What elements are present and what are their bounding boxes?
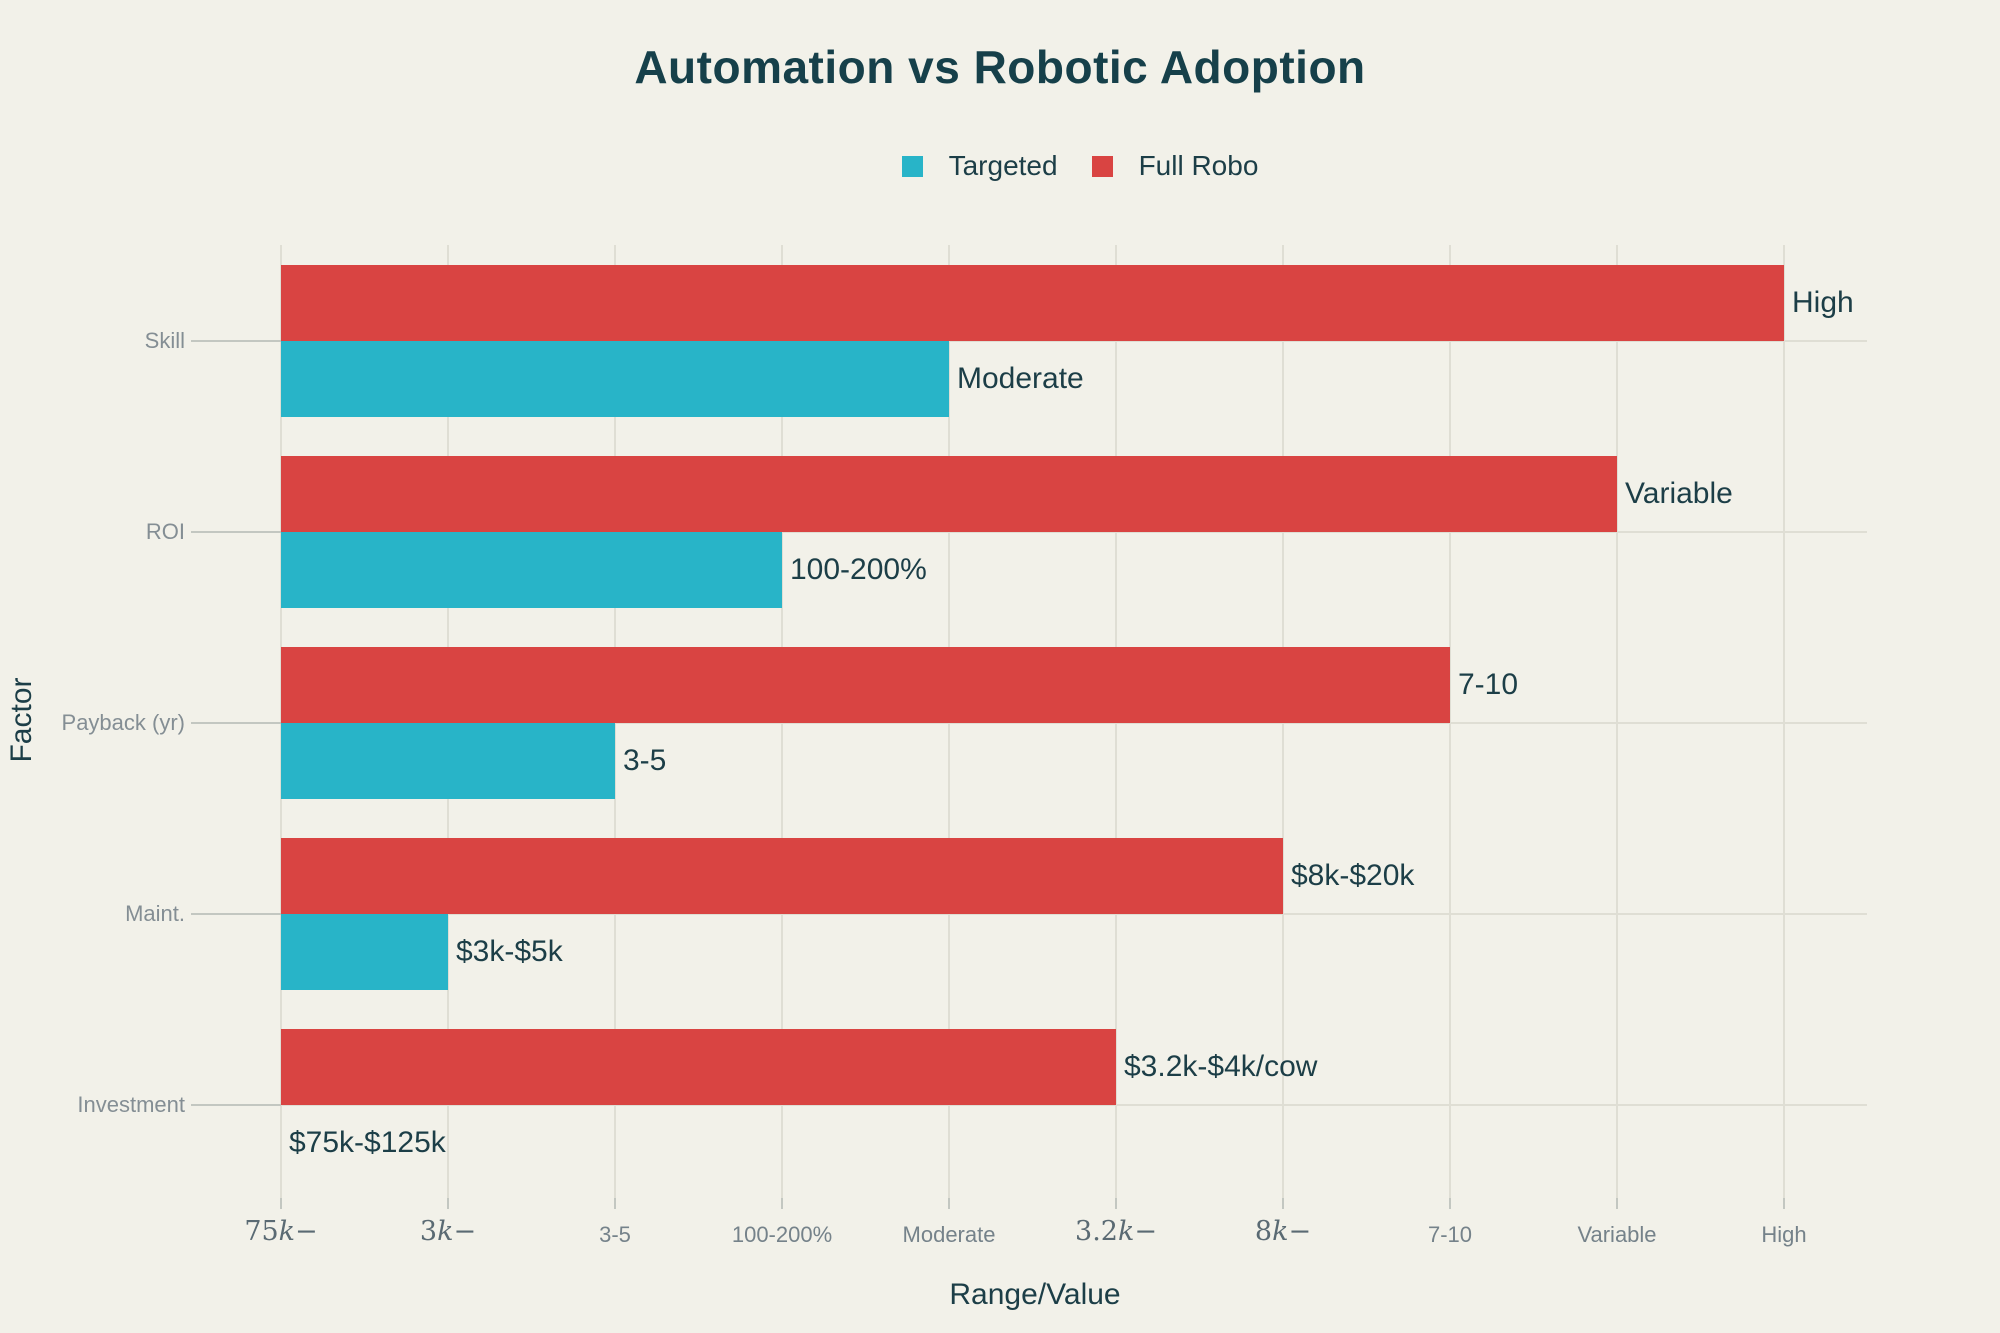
bar-value-label: 100-200% [790, 553, 927, 586]
bar-full-robo-skill [281, 265, 1784, 341]
x-tick-mark [948, 1198, 950, 1209]
y-tick-mark [191, 340, 281, 342]
x-tick-mark [1115, 1198, 1117, 1209]
x-tick-label: 3.2k− [1075, 1216, 1157, 1247]
h-gridline [281, 722, 1867, 724]
legend-swatch-targeted [901, 155, 923, 177]
bar-full-robo-roi [281, 456, 1617, 532]
bar-value-label: $75k-$125k [289, 1126, 446, 1159]
x-tick-label: High [1761, 1222, 1807, 1247]
h-gridline [281, 913, 1867, 915]
h-gridline [281, 340, 1867, 342]
bar-value-label: 7-10 [1458, 668, 1519, 701]
legend-label: Targeted [948, 150, 1058, 181]
chart-title: Automation vs Robotic Adoption [634, 41, 1366, 93]
x-tick-label: 3k− [419, 1216, 477, 1247]
bar-value-label: Variable [1625, 477, 1733, 510]
y-category-label-roi: ROI [145, 519, 185, 544]
y-tick-mark [191, 913, 281, 915]
bar-value-label: High [1792, 286, 1854, 319]
x-tick-mark [781, 1198, 783, 1209]
bar-targeted-payback-yr [281, 723, 615, 799]
bar-full-robo-payback-yr [281, 647, 1450, 723]
y-tick-mark [191, 1104, 281, 1106]
bar-targeted-roi [281, 532, 782, 608]
y-category-label-skill: Skill [144, 328, 185, 353]
y-category-label-payback-yr: Payback (yr) [61, 710, 185, 735]
x-tick-mark [1282, 1198, 1284, 1209]
x-tick-label: 7-10 [1427, 1222, 1473, 1247]
x-tick-label: Moderate [902, 1222, 996, 1247]
y-category-label-investment: Investment [77, 1092, 185, 1117]
x-tick-label: 100-200% [731, 1222, 833, 1247]
h-gridline [281, 1104, 1867, 1106]
legend-item-full-robo: Full Robo [1091, 150, 1259, 182]
bar-value-label: 3-5 [623, 744, 667, 777]
h-gridline [281, 531, 1867, 533]
legend: Targeted Full Robo [80, 150, 2000, 182]
x-tick-label: 3-5 [599, 1222, 631, 1247]
x-tick-mark [614, 1198, 616, 1209]
bar-value-label: Moderate [957, 362, 1084, 395]
x-tick-mark [280, 1198, 282, 1209]
v-gridline [1783, 245, 1785, 1198]
bar-value-label: $3k-$5k [456, 935, 563, 968]
y-tick-mark [191, 531, 281, 533]
x-tick-label: 75k− [244, 1216, 318, 1247]
x-tick-mark [1616, 1198, 1618, 1209]
bar-targeted-skill [281, 341, 949, 417]
x-tick-label: 8k− [1254, 1216, 1312, 1247]
bar-targeted-maint [281, 914, 448, 990]
legend-label: Full Robo [1138, 150, 1259, 181]
legend-item-targeted: Targeted [901, 150, 1058, 182]
bar-full-robo-investment [281, 1029, 1116, 1105]
x-tick-mark [1449, 1198, 1451, 1209]
y-tick-mark [191, 722, 281, 724]
v-gridline [1449, 245, 1451, 1198]
bar-value-label: $3.2k-$4k/cow [1124, 1050, 1318, 1083]
v-gridline [1616, 245, 1618, 1198]
x-axis-label: Range/Value [949, 1278, 1121, 1311]
legend-swatch-full-robo [1091, 155, 1113, 177]
y-category-label-maint: Maint. [125, 901, 185, 926]
bar-full-robo-maint [281, 838, 1283, 914]
bar-value-label: $8k-$20k [1291, 859, 1415, 892]
x-tick-label: Variable [1577, 1222, 1657, 1247]
x-tick-mark [447, 1198, 449, 1209]
x-tick-mark [1783, 1198, 1785, 1209]
